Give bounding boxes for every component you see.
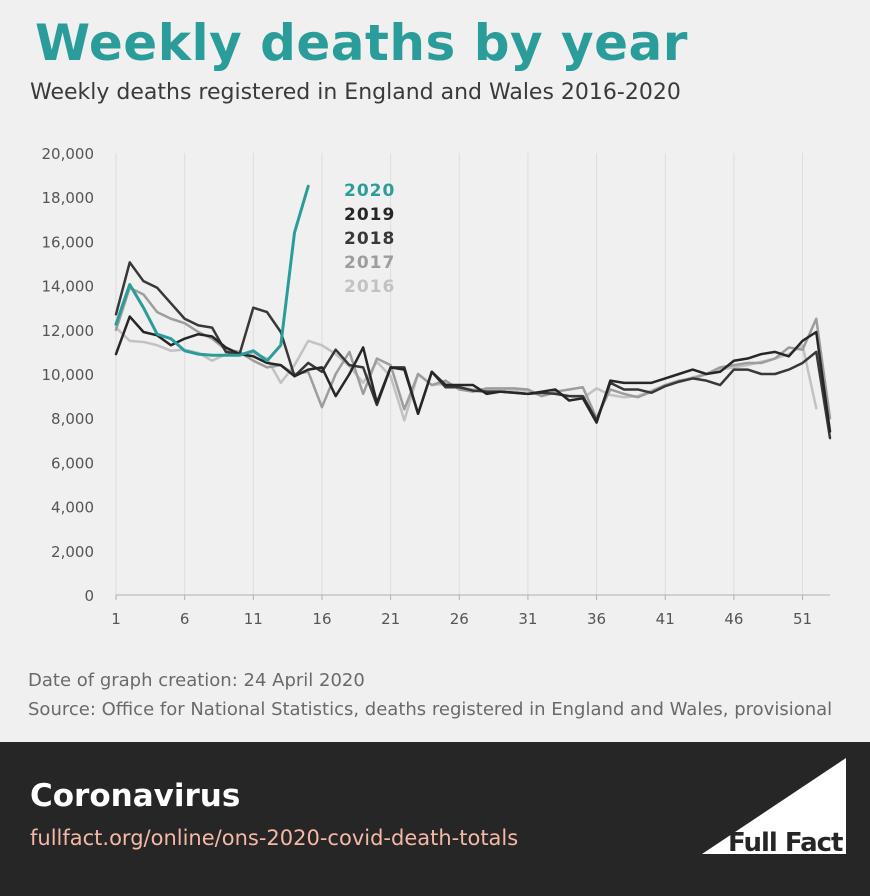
series-line-2020 xyxy=(114,184,310,363)
legend-label-2018: 2018 xyxy=(344,229,395,249)
x-tick-label: 26 xyxy=(450,610,469,628)
page-title: Weekly deaths by year xyxy=(35,14,688,72)
x-tick-label: 31 xyxy=(518,610,537,628)
y-tick-label: 0 xyxy=(84,587,94,605)
graph-creation-date: Date of graph creation: 24 April 2020 xyxy=(28,670,365,691)
footer-link[interactable]: fullfact.org/online/ons-2020-covid-death… xyxy=(30,826,519,850)
series-line-2017 xyxy=(114,286,832,420)
legend-label-2020: 2020 xyxy=(344,181,395,201)
full-fact-logo-text: Full Fact xyxy=(728,828,843,858)
weekly-deaths-chart: 0 2,000 4,000 6,000 8,000 10,000 12,000 14,000 1… xyxy=(42,145,832,628)
series-line-2019 xyxy=(114,315,832,433)
legend-label-2017: 2017 xyxy=(344,253,395,273)
data-source: Source: Office for National Statistics, … xyxy=(28,699,833,720)
footer-bar: Coronavirus fullfact.org/online/ons-2020… xyxy=(0,742,870,896)
y-tick-label: 8,000 xyxy=(51,410,94,428)
x-tick-label: 51 xyxy=(793,610,812,628)
chart-grid xyxy=(115,153,804,595)
y-tick-label: 20,000 xyxy=(42,145,95,163)
series-line-2018 xyxy=(114,261,832,440)
y-tick-label: 16,000 xyxy=(42,233,95,251)
y-tick-label: 14,000 xyxy=(42,278,95,296)
footer-topic: Coronavirus xyxy=(30,778,241,814)
chart-legend: 2020 2019 2018 2017 2016 xyxy=(344,181,395,297)
y-tick-label: 2,000 xyxy=(51,543,94,561)
y-tick-label: 12,000 xyxy=(42,322,95,340)
x-tick-label: 1 xyxy=(111,610,121,628)
chart-subtitle: Weekly deaths registered in England and … xyxy=(30,80,681,105)
legend-label-2019: 2019 xyxy=(344,205,395,225)
x-tick-label: 46 xyxy=(724,610,743,628)
legend-label-2016: 2016 xyxy=(344,277,395,297)
chart-axes: 0 2,000 4,000 6,000 8,000 10,000 12,000 14,000 1… xyxy=(42,145,830,628)
x-tick-label: 36 xyxy=(587,610,606,628)
y-tick-label: 10,000 xyxy=(42,366,95,384)
x-tick-label: 16 xyxy=(312,610,331,628)
y-tick-label: 6,000 xyxy=(51,454,94,472)
y-tick-label: 4,000 xyxy=(51,499,94,517)
y-tick-label: 18,000 xyxy=(42,189,95,207)
x-tick-label: 6 xyxy=(180,610,190,628)
chart-series xyxy=(114,184,832,440)
x-tick-label: 21 xyxy=(381,610,400,628)
full-fact-logo-icon xyxy=(702,758,846,854)
x-tick-label: 11 xyxy=(244,610,263,628)
x-tick-label: 41 xyxy=(656,610,675,628)
